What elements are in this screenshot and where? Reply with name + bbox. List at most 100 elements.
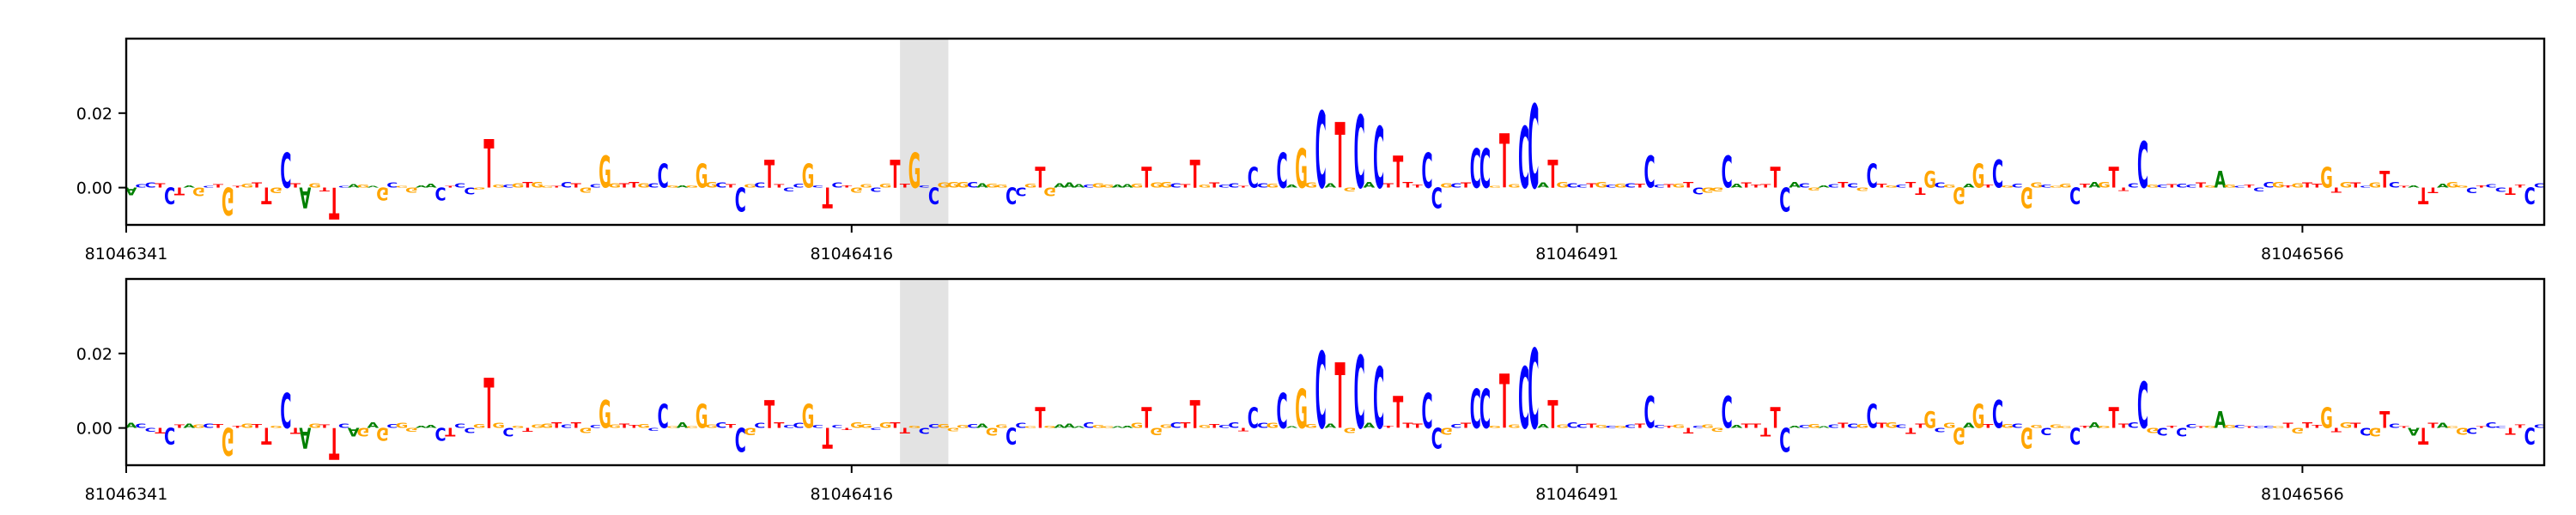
axes-frame bbox=[125, 37, 2546, 227]
logo-letter-g: G bbox=[1043, 426, 1056, 429]
logo-letter-t: T bbox=[774, 421, 785, 430]
logo-letter-g: G bbox=[1131, 184, 1144, 190]
logo-letter-t: T bbox=[2515, 424, 2525, 429]
logo-letter-g: G bbox=[1150, 426, 1163, 438]
logo-letter-t: T bbox=[1180, 185, 1190, 190]
logo-letter-a: A bbox=[425, 425, 437, 429]
logo-letter-c: C bbox=[2263, 425, 2274, 429]
logo-letter-g: G bbox=[1305, 182, 1318, 190]
logo-letter-a: A bbox=[1818, 426, 1830, 428]
logo-letter-g: G bbox=[396, 185, 409, 188]
logo-letter-c: C bbox=[1566, 421, 1577, 430]
logo-letter-t: T bbox=[1335, 105, 1346, 209]
logo-letter-g: G bbox=[1489, 426, 1502, 429]
logo-letter-g: G bbox=[637, 423, 650, 429]
logo-letter-c: C bbox=[1248, 403, 1259, 435]
logo-letter-c: C bbox=[1992, 393, 2003, 439]
logo-letter-g: G bbox=[696, 398, 708, 437]
logo-letter-c: C bbox=[1692, 185, 1704, 196]
logo-letter-t: T bbox=[629, 181, 640, 190]
x-tick-label: 81046341 bbox=[85, 245, 168, 264]
logo-letter-c: C bbox=[1315, 330, 1327, 453]
logo-letter-c: C bbox=[658, 398, 669, 437]
logo-letter-g: G bbox=[1673, 183, 1686, 189]
logo-letter-g: G bbox=[1043, 185, 1056, 198]
logo-letter-g: G bbox=[2369, 425, 2382, 439]
logo-letter-c: C bbox=[831, 182, 842, 190]
logo-letter-g: G bbox=[1199, 425, 1212, 429]
logo-letter-g: G bbox=[1885, 185, 1898, 189]
logo-letter-g: G bbox=[1856, 424, 1869, 430]
logo-letter-g: G bbox=[2098, 426, 2111, 429]
logo-letter-g: G bbox=[802, 158, 815, 197]
logo-letter-g: G bbox=[1150, 182, 1163, 190]
logo-letter-c: C bbox=[145, 427, 156, 433]
logo-letter-c: C bbox=[2128, 183, 2139, 189]
logo-letter-c: C bbox=[1528, 326, 1539, 455]
logo-letter-g: G bbox=[1199, 185, 1212, 189]
logo-letter-c: C bbox=[590, 184, 601, 189]
logo-letter-g: G bbox=[1972, 158, 1985, 197]
logo-letter-c: C bbox=[1479, 378, 1491, 440]
axes-frame bbox=[125, 277, 2546, 467]
logo-letter-c: C bbox=[502, 185, 513, 189]
logo-letter-g: G bbox=[1131, 422, 1144, 430]
logo-letter-c: C bbox=[135, 422, 146, 430]
logo-letter-c: C bbox=[135, 184, 146, 189]
logo-letter-t: T bbox=[252, 182, 263, 190]
logo-letter-t: T bbox=[252, 423, 263, 429]
logo-letter-c: C bbox=[919, 185, 930, 188]
logo-letter-g: G bbox=[666, 185, 679, 189]
logo-letter-t: T bbox=[1905, 426, 1916, 435]
logo-letter-c: C bbox=[2137, 129, 2148, 203]
logo-letter-t: T bbox=[319, 424, 330, 429]
logo-letter-t: T bbox=[2331, 185, 2342, 193]
logo-letter-t: T bbox=[1751, 185, 1761, 190]
logo-letter-g: G bbox=[995, 424, 1008, 429]
logo-letter-g: G bbox=[686, 185, 699, 188]
logo-letter-g: G bbox=[2446, 426, 2459, 428]
logo-letter-g: G bbox=[879, 183, 892, 189]
logo-letter-t: T bbox=[329, 418, 339, 469]
y-tick-label: 0.00 bbox=[76, 420, 112, 439]
logo-letter-c: C bbox=[647, 183, 659, 189]
logo-letter-t: T bbox=[1209, 423, 1220, 429]
logo-letter-g: G bbox=[405, 427, 418, 433]
logo-letter-a: A bbox=[425, 184, 438, 190]
logo-letter-c: C bbox=[1005, 182, 1017, 209]
logo-letter-g: G bbox=[802, 398, 815, 437]
logo-letter-t: T bbox=[213, 184, 223, 189]
logo-letter-a: A bbox=[2215, 408, 2227, 434]
logo-letter-t: T bbox=[1547, 393, 1558, 439]
logo-letter-t: T bbox=[1905, 181, 1917, 190]
logo-letter-g: G bbox=[1305, 424, 1318, 430]
logo-letter-a: A bbox=[677, 421, 689, 430]
logo-letter-a: A bbox=[125, 185, 137, 197]
logo-letter-t: T bbox=[1393, 148, 1403, 198]
logo-letter-g: G bbox=[2272, 426, 2285, 428]
logo-letter-c: C bbox=[1934, 182, 1945, 190]
logo-letter-c: C bbox=[1644, 148, 1656, 198]
logo-letter-g: G bbox=[541, 422, 554, 429]
logo-letter-c: C bbox=[715, 421, 726, 430]
logo-letter-t: T bbox=[764, 393, 775, 439]
logo-letter-a: A bbox=[2437, 184, 2450, 190]
logo-letter-g: G bbox=[1508, 184, 1521, 189]
logo-letter-a: A bbox=[1324, 423, 1337, 429]
x-tick-label: 81046566 bbox=[2261, 245, 2344, 264]
logo-letter-c: C bbox=[1605, 185, 1616, 189]
logo-letter-c: C bbox=[967, 181, 978, 190]
logo-letter-t: T bbox=[1586, 182, 1597, 190]
logo-letter-c: C bbox=[2012, 423, 2023, 430]
logo-letter-g: G bbox=[2340, 421, 2353, 430]
logo-letter-c: C bbox=[1654, 425, 1665, 429]
logo-letter-c: C bbox=[1779, 419, 1790, 457]
logo-letter-t: T bbox=[2427, 185, 2439, 194]
logo-letter-t: T bbox=[2118, 186, 2129, 191]
logo-letter-g: G bbox=[986, 184, 999, 190]
logo-letter-g: G bbox=[947, 427, 960, 432]
logo-letter-c: C bbox=[1373, 350, 1384, 448]
logo-letter-c: C bbox=[967, 423, 978, 429]
logo-letter-c: C bbox=[1373, 110, 1384, 208]
